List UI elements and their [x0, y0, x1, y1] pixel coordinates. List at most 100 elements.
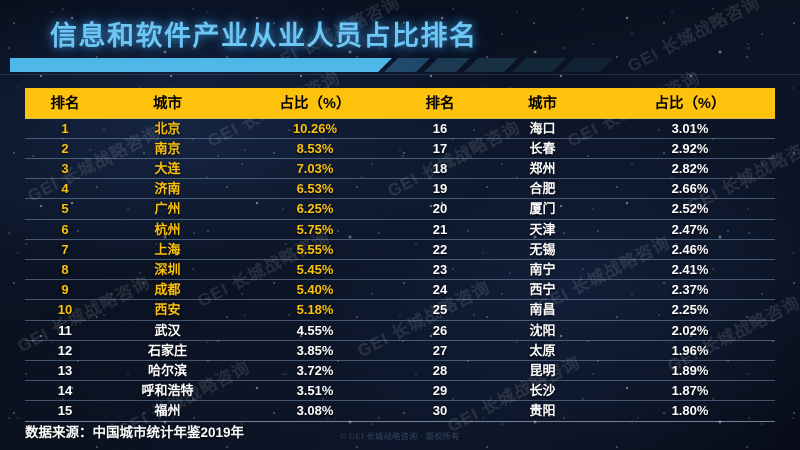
cell-rank-left: 7	[25, 238, 105, 260]
table-row: 1 北京 10.26% 16 海口 3.01%	[25, 117, 775, 139]
cell-rank-right: 18	[400, 157, 480, 179]
cell-pct-left: 5.45%	[230, 258, 400, 280]
cell-city-left: 大连	[105, 157, 230, 179]
cell-city-left: 北京	[105, 117, 230, 139]
column-header-city-right: 城市	[480, 88, 605, 118]
cell-city-left: 上海	[105, 238, 230, 260]
cell-city-left: 南京	[105, 137, 230, 159]
cell-rank-right: 24	[400, 279, 480, 300]
cell-city-right: 南宁	[480, 258, 605, 280]
cell-rank-right: 21	[400, 218, 480, 240]
cell-city-left: 深圳	[105, 258, 230, 280]
cell-pct-right: 3.01%	[605, 117, 775, 139]
cell-city-left: 武汉	[105, 319, 230, 341]
table-row: 15 福州 3.08% 30 贵阳 1.80%	[25, 400, 775, 422]
cell-city-left: 西安	[105, 299, 230, 321]
table-row: 3 大连 7.03% 18 郑州 2.82%	[25, 157, 775, 179]
cell-city-right: 合肥	[480, 178, 605, 199]
title-area: 信息和软件产业从业人员占比排名	[0, 0, 800, 80]
table-row: 11 武汉 4.55% 26 沈阳 2.02%	[25, 319, 775, 341]
cell-pct-left: 7.03%	[230, 157, 400, 179]
cell-city-right: 长春	[480, 137, 605, 159]
cell-pct-right: 1.89%	[605, 359, 775, 381]
cell-rank-left: 11	[25, 319, 105, 341]
table-row: 13 哈尔滨 3.72% 28 昆明 1.89%	[25, 359, 775, 381]
cell-rank-left: 14	[25, 380, 105, 401]
column-header-rank-right: 排名	[400, 88, 480, 118]
cell-pct-right: 2.41%	[605, 258, 775, 280]
cell-pct-left: 3.72%	[230, 359, 400, 381]
cell-pct-right: 2.66%	[605, 178, 775, 199]
cell-rank-right: 28	[400, 359, 480, 381]
table-header: 排名 城市 占比（%） 排名 城市 占比（%）	[25, 88, 775, 118]
cell-pct-right: 2.25%	[605, 299, 775, 321]
cell-rank-left: 10	[25, 299, 105, 321]
cell-rank-left: 3	[25, 157, 105, 179]
cell-city-right: 沈阳	[480, 319, 605, 341]
cell-city-right: 厦门	[480, 198, 605, 220]
cell-pct-right: 2.02%	[605, 319, 775, 341]
cell-rank-right: 29	[400, 380, 480, 401]
cell-pct-left: 3.08%	[230, 400, 400, 422]
column-header-city-left: 城市	[105, 88, 230, 118]
table-row: 7 上海 5.55% 22 无锡 2.46%	[25, 238, 775, 260]
cell-rank-left: 15	[25, 400, 105, 422]
cell-city-left: 呼和浩特	[105, 380, 230, 401]
cell-city-right: 无锡	[480, 238, 605, 260]
cell-city-right: 西宁	[480, 279, 605, 300]
cell-rank-right: 16	[400, 117, 480, 139]
table-row: 4 济南 6.53% 19 合肥 2.66%	[25, 178, 775, 199]
cell-pct-right: 1.80%	[605, 400, 775, 422]
column-header-rank-left: 排名	[25, 88, 105, 118]
table-row: 2 南京 8.53% 17 长春 2.92%	[25, 137, 775, 159]
column-header-percent-left: 占比（%）	[230, 88, 400, 118]
table-row: 12 石家庄 3.85% 27 太原 1.96%	[25, 339, 775, 361]
cell-pct-right: 2.37%	[605, 279, 775, 300]
table-row: 10 西安 5.18% 25 南昌 2.25%	[25, 299, 775, 321]
cell-city-right: 贵阳	[480, 400, 605, 422]
cell-city-right: 海口	[480, 117, 605, 139]
cell-city-left: 济南	[105, 178, 230, 199]
cell-pct-right: 2.52%	[605, 198, 775, 220]
cell-rank-left: 9	[25, 279, 105, 300]
cell-city-right: 长沙	[480, 380, 605, 401]
cell-rank-right: 27	[400, 339, 480, 361]
cell-pct-left: 5.18%	[230, 299, 400, 321]
cell-city-left: 杭州	[105, 218, 230, 240]
cell-rank-right: 30	[400, 400, 480, 422]
table-row: 6 杭州 5.75% 21 天津 2.47%	[25, 218, 775, 240]
cell-pct-left: 4.55%	[230, 319, 400, 341]
cell-rank-left: 1	[25, 117, 105, 139]
table-row: 9 成都 5.40% 24 西宁 2.37%	[25, 279, 775, 300]
cell-pct-right: 2.82%	[605, 157, 775, 179]
cell-rank-right: 25	[400, 299, 480, 321]
cell-pct-left: 6.53%	[230, 178, 400, 199]
cell-pct-left: 10.26%	[230, 117, 400, 139]
cell-rank-left: 6	[25, 218, 105, 240]
ranking-table: 排名 城市 占比（%） 排名 城市 占比（%） 1 北京 10.26% 16 海口 3.0…	[25, 88, 775, 422]
cell-rank-left: 5	[25, 198, 105, 220]
cell-rank-right: 23	[400, 258, 480, 280]
cell-rank-right: 22	[400, 238, 480, 260]
cell-rank-right: 19	[400, 178, 480, 199]
cell-city-right: 南昌	[480, 299, 605, 321]
cell-city-left: 哈尔滨	[105, 359, 230, 381]
cell-pct-left: 6.25%	[230, 198, 400, 220]
column-header-percent-right: 占比（%）	[605, 88, 775, 118]
cell-rank-left: 8	[25, 258, 105, 280]
cell-city-left: 广州	[105, 198, 230, 220]
cell-pct-left: 5.55%	[230, 238, 400, 260]
page-title: 信息和软件产业从业人员占比排名	[50, 21, 478, 51]
cell-rank-left: 13	[25, 359, 105, 381]
cell-rank-right: 26	[400, 319, 480, 341]
cell-pct-left: 5.40%	[230, 279, 400, 300]
cell-pct-right: 2.92%	[605, 137, 775, 159]
cell-pct-right: 2.46%	[605, 238, 775, 260]
cell-rank-right: 20	[400, 198, 480, 220]
cell-pct-left: 3.51%	[230, 380, 400, 401]
table-header-row: 排名 城市 占比（%） 排名 城市 占比（%）	[25, 88, 775, 118]
table-row: 8 深圳 5.45% 23 南宁 2.41%	[25, 258, 775, 280]
cell-city-left: 石家庄	[105, 339, 230, 361]
cell-city-right: 太原	[480, 339, 605, 361]
